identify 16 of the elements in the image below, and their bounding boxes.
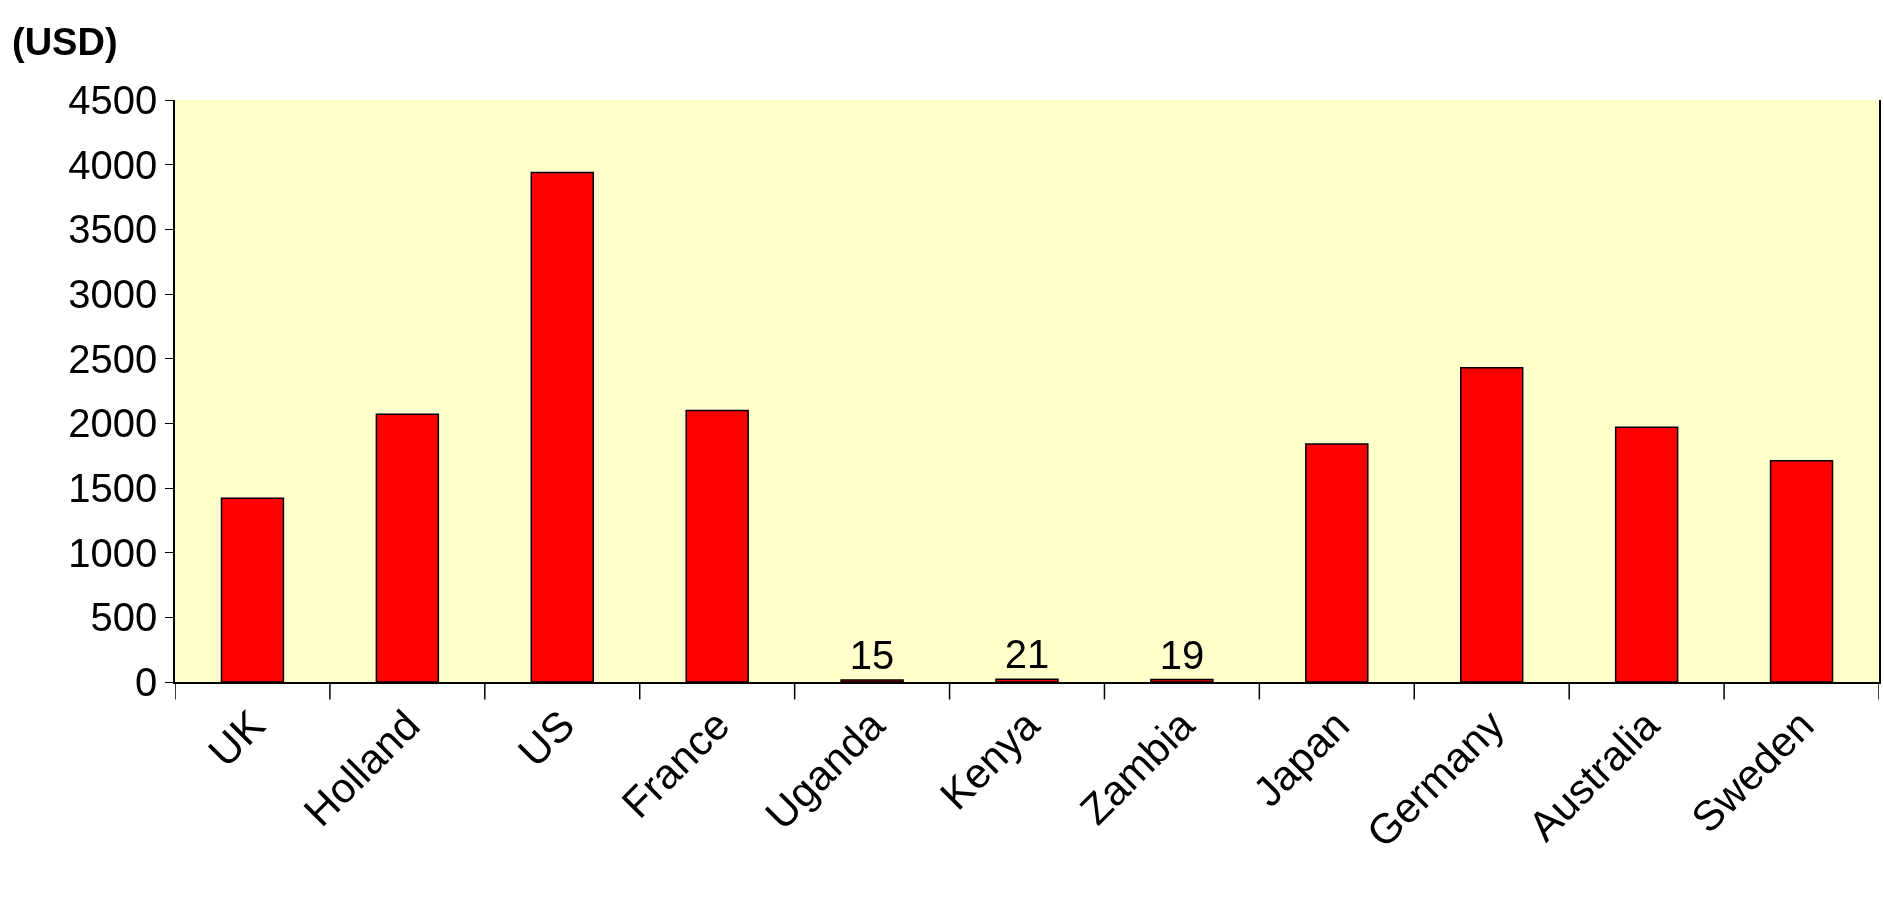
y-tick-label: 500	[90, 595, 158, 640]
x-tick-label: US	[508, 701, 584, 776]
y-tick-label: 2000	[68, 401, 158, 446]
x-tick-label: UK	[199, 701, 274, 776]
data-label: 15	[849, 633, 895, 678]
y-tick-label: 0	[135, 660, 158, 704]
y-tick-label: 3500	[68, 207, 158, 252]
y-tick-label: 1500	[68, 466, 158, 510]
y-tick-label: 3000	[68, 272, 158, 316]
data-label: 19	[1159, 632, 1205, 677]
data-label: 21	[1004, 632, 1050, 677]
y-tick-label: 2500	[68, 336, 158, 381]
y-tick-label: 4500	[68, 78, 158, 122]
y-tick-label: 1000	[68, 530, 158, 575]
y-tick-label: 4000	[68, 142, 158, 187]
y-axis-title: (USD)	[12, 21, 118, 63]
